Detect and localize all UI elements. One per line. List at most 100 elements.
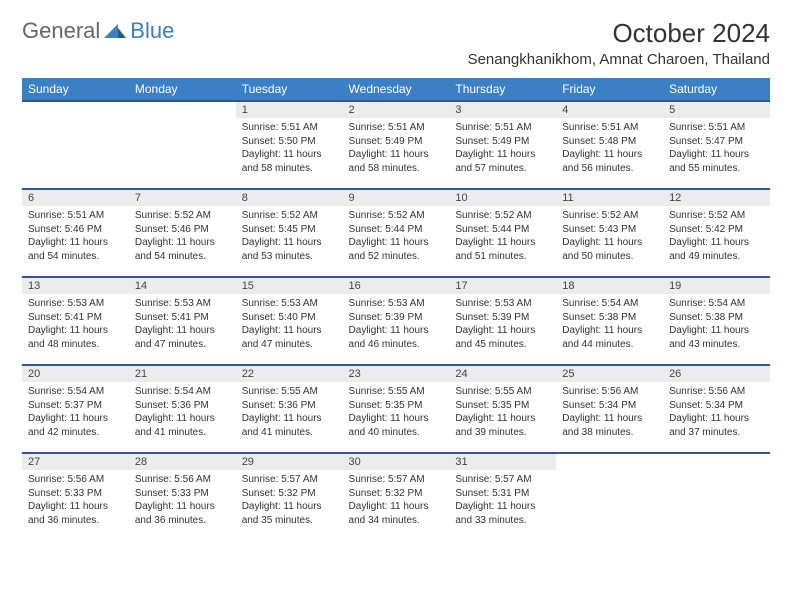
day-body: Sunrise: 5:57 AMSunset: 5:32 PMDaylight:… (343, 470, 450, 533)
daylight-text: Daylight: 11 hours (562, 412, 657, 426)
header: General Blue October 2024 Senangkhanikho… (22, 18, 770, 68)
day-number: 12 (663, 190, 770, 206)
day-number: 3 (449, 102, 556, 118)
day-body: Sunrise: 5:54 AMSunset: 5:38 PMDaylight:… (663, 294, 770, 357)
calendar-week-row: 6Sunrise: 5:51 AMSunset: 5:46 PMDaylight… (22, 189, 770, 277)
sunrise-text: Sunrise: 5:53 AM (349, 297, 444, 311)
daylight-text-2: and 36 minutes. (28, 514, 123, 528)
calendar-cell: 16Sunrise: 5:53 AMSunset: 5:39 PMDayligh… (343, 277, 450, 365)
daylight-text-2: and 47 minutes. (135, 338, 230, 352)
daylight-text: Daylight: 11 hours (669, 324, 764, 338)
sunset-text: Sunset: 5:31 PM (455, 487, 550, 501)
brand-part2: Blue (130, 18, 174, 44)
sunrise-text: Sunrise: 5:56 AM (669, 385, 764, 399)
sunrise-text: Sunrise: 5:54 AM (135, 385, 230, 399)
day-body: Sunrise: 5:55 AMSunset: 5:35 PMDaylight:… (343, 382, 450, 445)
sunrise-text: Sunrise: 5:53 AM (455, 297, 550, 311)
day-number: 17 (449, 278, 556, 294)
calendar-week-row: 20Sunrise: 5:54 AMSunset: 5:37 PMDayligh… (22, 365, 770, 453)
daylight-text-2: and 46 minutes. (349, 338, 444, 352)
month-title: October 2024 (468, 18, 770, 49)
sunset-text: Sunset: 5:38 PM (562, 311, 657, 325)
daylight-text: Daylight: 11 hours (28, 500, 123, 514)
calendar-cell: 19Sunrise: 5:54 AMSunset: 5:38 PMDayligh… (663, 277, 770, 365)
day-number: 31 (449, 454, 556, 470)
daylight-text: Daylight: 11 hours (349, 148, 444, 162)
sunrise-text: Sunrise: 5:53 AM (28, 297, 123, 311)
sunrise-text: Sunrise: 5:56 AM (28, 473, 123, 487)
calendar-cell: 20Sunrise: 5:54 AMSunset: 5:37 PMDayligh… (22, 365, 129, 453)
weekday-header-row: Sunday Monday Tuesday Wednesday Thursday… (22, 78, 770, 101)
sunrise-text: Sunrise: 5:53 AM (242, 297, 337, 311)
sunrise-text: Sunrise: 5:51 AM (562, 121, 657, 135)
daylight-text: Daylight: 11 hours (242, 324, 337, 338)
calendar-cell: 22Sunrise: 5:55 AMSunset: 5:36 PMDayligh… (236, 365, 343, 453)
day-body: Sunrise: 5:56 AMSunset: 5:34 PMDaylight:… (556, 382, 663, 445)
calendar-cell (129, 101, 236, 189)
calendar-week-row: 27Sunrise: 5:56 AMSunset: 5:33 PMDayligh… (22, 453, 770, 541)
sunset-text: Sunset: 5:34 PM (562, 399, 657, 413)
brand-part1: General (22, 18, 100, 44)
sunset-text: Sunset: 5:49 PM (455, 135, 550, 149)
day-number: 24 (449, 366, 556, 382)
day-body: Sunrise: 5:53 AMSunset: 5:39 PMDaylight:… (343, 294, 450, 357)
daylight-text: Daylight: 11 hours (349, 324, 444, 338)
daylight-text-2: and 33 minutes. (455, 514, 550, 528)
sunrise-text: Sunrise: 5:57 AM (455, 473, 550, 487)
daylight-text-2: and 48 minutes. (28, 338, 123, 352)
sunset-text: Sunset: 5:43 PM (562, 223, 657, 237)
calendar-cell: 4Sunrise: 5:51 AMSunset: 5:48 PMDaylight… (556, 101, 663, 189)
calendar-table: Sunday Monday Tuesday Wednesday Thursday… (22, 78, 770, 541)
sunset-text: Sunset: 5:36 PM (135, 399, 230, 413)
day-number: 30 (343, 454, 450, 470)
calendar-cell: 21Sunrise: 5:54 AMSunset: 5:36 PMDayligh… (129, 365, 236, 453)
sunset-text: Sunset: 5:46 PM (28, 223, 123, 237)
sunset-text: Sunset: 5:39 PM (455, 311, 550, 325)
sunset-text: Sunset: 5:50 PM (242, 135, 337, 149)
day-number: 8 (236, 190, 343, 206)
day-body: Sunrise: 5:54 AMSunset: 5:36 PMDaylight:… (129, 382, 236, 445)
daylight-text-2: and 38 minutes. (562, 426, 657, 440)
daylight-text-2: and 54 minutes. (28, 250, 123, 264)
day-body: Sunrise: 5:55 AMSunset: 5:35 PMDaylight:… (449, 382, 556, 445)
sunset-text: Sunset: 5:41 PM (135, 311, 230, 325)
calendar-cell: 28Sunrise: 5:56 AMSunset: 5:33 PMDayligh… (129, 453, 236, 541)
day-body: Sunrise: 5:51 AMSunset: 5:46 PMDaylight:… (22, 206, 129, 269)
location: Senangkhanikhom, Amnat Charoen, Thailand (468, 51, 770, 68)
day-number: 16 (343, 278, 450, 294)
sunrise-text: Sunrise: 5:52 AM (669, 209, 764, 223)
weekday-header: Wednesday (343, 78, 450, 101)
calendar-cell: 23Sunrise: 5:55 AMSunset: 5:35 PMDayligh… (343, 365, 450, 453)
calendar-cell: 13Sunrise: 5:53 AMSunset: 5:41 PMDayligh… (22, 277, 129, 365)
sunset-text: Sunset: 5:46 PM (135, 223, 230, 237)
sunset-text: Sunset: 5:38 PM (669, 311, 764, 325)
day-number: 7 (129, 190, 236, 206)
daylight-text: Daylight: 11 hours (349, 500, 444, 514)
day-number: 29 (236, 454, 343, 470)
day-body: Sunrise: 5:54 AMSunset: 5:38 PMDaylight:… (556, 294, 663, 357)
daylight-text-2: and 53 minutes. (242, 250, 337, 264)
sunset-text: Sunset: 5:35 PM (349, 399, 444, 413)
day-body: Sunrise: 5:56 AMSunset: 5:33 PMDaylight:… (22, 470, 129, 533)
weekday-header: Sunday (22, 78, 129, 101)
weekday-header: Tuesday (236, 78, 343, 101)
sunrise-text: Sunrise: 5:56 AM (135, 473, 230, 487)
calendar-cell: 10Sunrise: 5:52 AMSunset: 5:44 PMDayligh… (449, 189, 556, 277)
day-body: Sunrise: 5:52 AMSunset: 5:42 PMDaylight:… (663, 206, 770, 269)
day-number: 4 (556, 102, 663, 118)
daylight-text-2: and 40 minutes. (349, 426, 444, 440)
daylight-text: Daylight: 11 hours (562, 236, 657, 250)
daylight-text: Daylight: 11 hours (669, 236, 764, 250)
day-body: Sunrise: 5:57 AMSunset: 5:31 PMDaylight:… (449, 470, 556, 533)
calendar-week-row: 13Sunrise: 5:53 AMSunset: 5:41 PMDayligh… (22, 277, 770, 365)
sunset-text: Sunset: 5:45 PM (242, 223, 337, 237)
day-number: 2 (343, 102, 450, 118)
sunrise-text: Sunrise: 5:51 AM (28, 209, 123, 223)
sunrise-text: Sunrise: 5:53 AM (135, 297, 230, 311)
day-number: 25 (556, 366, 663, 382)
sunset-text: Sunset: 5:44 PM (455, 223, 550, 237)
day-number: 21 (129, 366, 236, 382)
calendar-cell: 2Sunrise: 5:51 AMSunset: 5:49 PMDaylight… (343, 101, 450, 189)
daylight-text: Daylight: 11 hours (455, 412, 550, 426)
day-body: Sunrise: 5:52 AMSunset: 5:44 PMDaylight:… (343, 206, 450, 269)
